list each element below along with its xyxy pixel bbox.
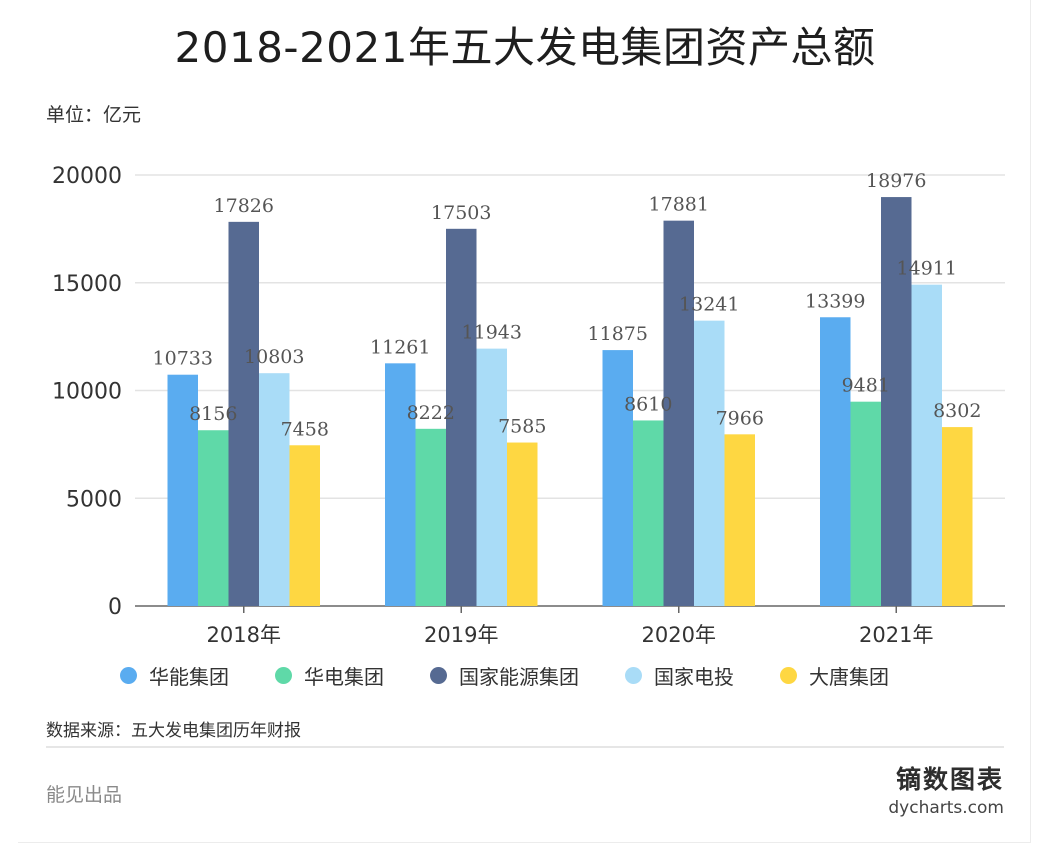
brand-name: 镝数图表 <box>895 765 1004 794</box>
data-label: 10803 <box>244 346 304 368</box>
legend-label: 国家能源集团 <box>459 664 579 689</box>
legend: 华能集团 华电集团 国家能源集团 国家电投 大唐集团 <box>120 660 935 690</box>
data-label: 8156 <box>189 403 237 425</box>
y-tick-label: 15000 <box>52 272 122 297</box>
data-label: 17826 <box>214 195 274 217</box>
brand-url: dycharts.com <box>888 798 1004 818</box>
legend-swatch <box>780 666 797 684</box>
bar <box>198 430 229 606</box>
bar <box>476 348 507 606</box>
legend-swatch <box>275 666 292 684</box>
bar <box>228 221 259 606</box>
data-label: 9481 <box>842 375 890 397</box>
chart-title: 2018-2021年五大发电集团资产总额 <box>174 23 876 72</box>
bar <box>167 374 198 606</box>
data-label: 11943 <box>462 322 522 344</box>
data-label: 8302 <box>933 400 981 422</box>
data-label: 7966 <box>716 407 764 429</box>
legend-swatch <box>625 666 642 684</box>
unit-label: 单位：亿元 <box>46 104 142 126</box>
bar <box>694 320 725 606</box>
data-label: 11875 <box>588 323 648 345</box>
bar <box>507 442 538 606</box>
x-tick-label: 2019年 <box>424 623 498 647</box>
bar <box>663 220 694 607</box>
legend-item[interactable]: 国家电投 <box>625 661 734 690</box>
bar <box>446 228 477 606</box>
bar <box>289 445 320 606</box>
legend-swatch <box>120 666 137 684</box>
bar <box>724 434 755 606</box>
footer-divider <box>46 746 1004 748</box>
bar <box>415 428 446 606</box>
bar <box>911 284 942 606</box>
legend-swatch <box>430 666 447 684</box>
legend-item[interactable]: 国家能源集团 <box>430 661 579 690</box>
legend-item[interactable]: 大唐集团 <box>780 661 889 690</box>
bar <box>820 317 851 606</box>
y-tick-label: 20000 <box>52 164 122 189</box>
x-tick-label: 2021年 <box>859 623 933 647</box>
data-label: 7585 <box>498 416 546 438</box>
data-label: 17503 <box>431 202 491 224</box>
bar <box>850 401 881 606</box>
legend-item[interactable]: 华电集团 <box>275 661 384 690</box>
x-tick-label: 2020年 <box>642 623 716 647</box>
data-label: 17881 <box>649 194 709 216</box>
data-label: 8222 <box>407 402 455 424</box>
bar <box>633 420 664 606</box>
legend-label: 大唐集团 <box>809 664 889 689</box>
source-label: 数据来源：五大发电集团历年财报 <box>46 721 301 741</box>
data-label: 13241 <box>679 294 739 316</box>
y-tick-label: 10000 <box>52 380 122 405</box>
bar <box>385 363 416 606</box>
bar-chart: 0 5000 10000 15000 20000 2018年 10733 8156 17826 1… <box>52 164 1005 647</box>
legend-item[interactable]: 华能集团 <box>120 661 229 690</box>
legend-label: 国家电投 <box>654 664 734 689</box>
y-tick-label: 5000 <box>66 487 122 512</box>
data-label: 11261 <box>370 336 430 358</box>
legend-label: 华电集团 <box>304 664 384 689</box>
maker-label: 能见出品 <box>46 784 123 806</box>
bar <box>259 373 290 606</box>
data-label: 8610 <box>624 393 672 415</box>
data-label: 10733 <box>153 348 213 370</box>
bar <box>942 427 973 606</box>
data-label: 18976 <box>866 170 926 192</box>
data-label: 14911 <box>897 258 957 280</box>
data-label: 7458 <box>281 418 329 440</box>
bar <box>881 197 912 606</box>
x-tick-label: 2018年 <box>207 623 281 647</box>
legend-label: 华能集团 <box>149 664 229 689</box>
y-tick-label: 0 <box>108 595 122 620</box>
bar <box>602 350 633 606</box>
data-label: 13399 <box>805 290 865 312</box>
brand-logo: 镝数图表 dycharts.com <box>888 760 1004 818</box>
